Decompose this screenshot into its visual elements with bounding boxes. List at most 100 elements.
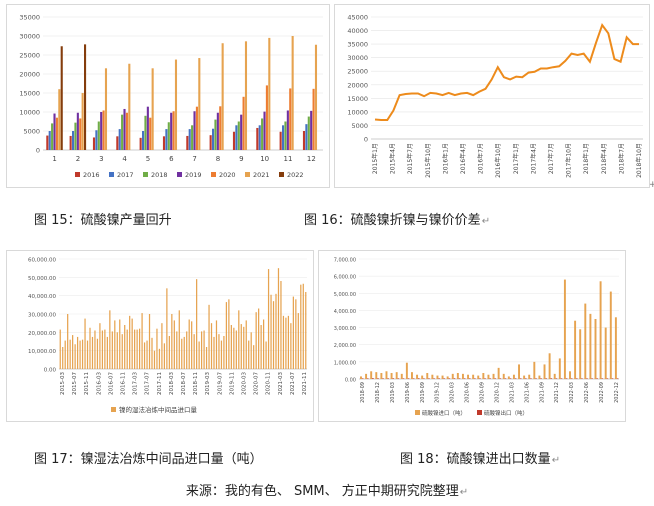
bar [312, 88, 315, 150]
x-tick-label: 2016-03 [96, 372, 102, 395]
bar [76, 336, 79, 369]
bar [198, 341, 200, 369]
bar [102, 110, 105, 150]
x-tick-label: 2016-07 [108, 372, 114, 395]
price-spread-line-chart: 0 5000 10000 15000 20000 25000 30000 35000 40000… [347, 14, 643, 178]
bar [550, 378, 553, 379]
legend-label: 2020 [219, 171, 236, 179]
bar [387, 378, 389, 379]
bar [305, 124, 308, 150]
y-tick-label: 0 [364, 136, 368, 144]
bar [121, 334, 123, 369]
x-tick-label: 2021-09 [539, 382, 545, 403]
bar [286, 110, 289, 150]
bar [484, 378, 486, 379]
bar [167, 122, 170, 150]
x-tick-label: 8 [216, 155, 220, 163]
bar [279, 131, 282, 150]
figure-18-caption: 图 18：硫酸镍进出口数量↵ [400, 448, 560, 467]
bar [262, 319, 265, 369]
bar [507, 376, 510, 379]
bar [579, 329, 582, 379]
bar [431, 374, 434, 379]
x-tick-label: 2021-06 [524, 382, 530, 403]
source-text: 来源：我的有色、 SMM、 方正中期研究院整理 [185, 484, 459, 499]
bar [448, 378, 451, 379]
bar [228, 299, 230, 369]
bar [58, 89, 61, 150]
bar [216, 112, 219, 150]
y-tick-label: 45000 [347, 14, 368, 22]
bar [168, 336, 170, 369]
y-tick-label: 5000 [23, 128, 40, 136]
bar [365, 373, 368, 379]
y-tick-label: 0.00 [345, 378, 356, 384]
bar [377, 378, 379, 379]
bar [512, 374, 515, 379]
bar [418, 378, 420, 379]
bar [489, 378, 491, 379]
x-tick-label: 2015年10月 [424, 143, 432, 178]
bar [509, 378, 512, 379]
bar [162, 136, 166, 150]
paragraph-mark-icon: ↵ [551, 455, 561, 466]
y-tick-label: 35000 [347, 41, 368, 49]
bar [441, 375, 444, 379]
bar [310, 110, 313, 150]
x-tick-label: 2017-11 [157, 372, 163, 395]
x-tick-label: 2018-03 [169, 372, 175, 395]
bar [472, 374, 475, 379]
y-tick-label: 0.00 [44, 368, 57, 374]
legend-swatch [477, 410, 482, 415]
bar [191, 125, 194, 150]
x-tick-label: 4 [122, 155, 127, 163]
bar [382, 378, 384, 379]
bar [250, 332, 252, 369]
y-tick-label: 10000 [19, 109, 40, 117]
bar [268, 37, 271, 150]
legend-swatch [211, 172, 216, 177]
bar [74, 122, 77, 150]
y-tick-label: 50,000.00 [28, 276, 56, 282]
bar [611, 378, 614, 379]
bar [305, 292, 307, 369]
bar [499, 378, 502, 379]
bar [126, 329, 128, 369]
bar [129, 315, 131, 369]
bar [601, 378, 604, 379]
bar [208, 304, 210, 369]
x-tick-label: 5 [146, 155, 150, 163]
bar [209, 135, 212, 150]
bar [92, 137, 96, 150]
bar [188, 319, 190, 369]
bar [614, 317, 617, 379]
bar [153, 350, 156, 369]
bar [467, 374, 470, 379]
bar [385, 371, 388, 379]
bar [196, 279, 198, 369]
bar [474, 378, 476, 379]
figure-16-chart: 0 5000 10000 15000 20000 25000 30000 35000 40000… [334, 4, 650, 188]
figure-16-caption-text: 图 16：硫酸镍折镍与镍价价差 [304, 213, 481, 228]
y-tick-label: 40,000.00 [28, 294, 56, 300]
bar [361, 378, 364, 379]
bar [235, 125, 238, 150]
bar [487, 374, 490, 379]
x-tick-label: 7 [192, 155, 196, 163]
bar [584, 303, 587, 379]
bar [504, 378, 507, 379]
bar [533, 361, 536, 379]
legend-swatch [75, 172, 80, 177]
x-tick-label: 2020-12 [494, 382, 500, 403]
bar [426, 373, 429, 379]
bar [156, 328, 158, 369]
bar [446, 376, 449, 379]
x-tick-label: 2017年4月 [529, 143, 537, 174]
x-tick-label: 2015年7月 [406, 143, 414, 174]
bar [574, 320, 577, 379]
bar [565, 378, 568, 379]
bar [181, 338, 183, 369]
x-tick-label: 2015-03 [60, 372, 66, 395]
x-tick-label: 2018-12 [375, 382, 381, 403]
bar [214, 119, 217, 150]
